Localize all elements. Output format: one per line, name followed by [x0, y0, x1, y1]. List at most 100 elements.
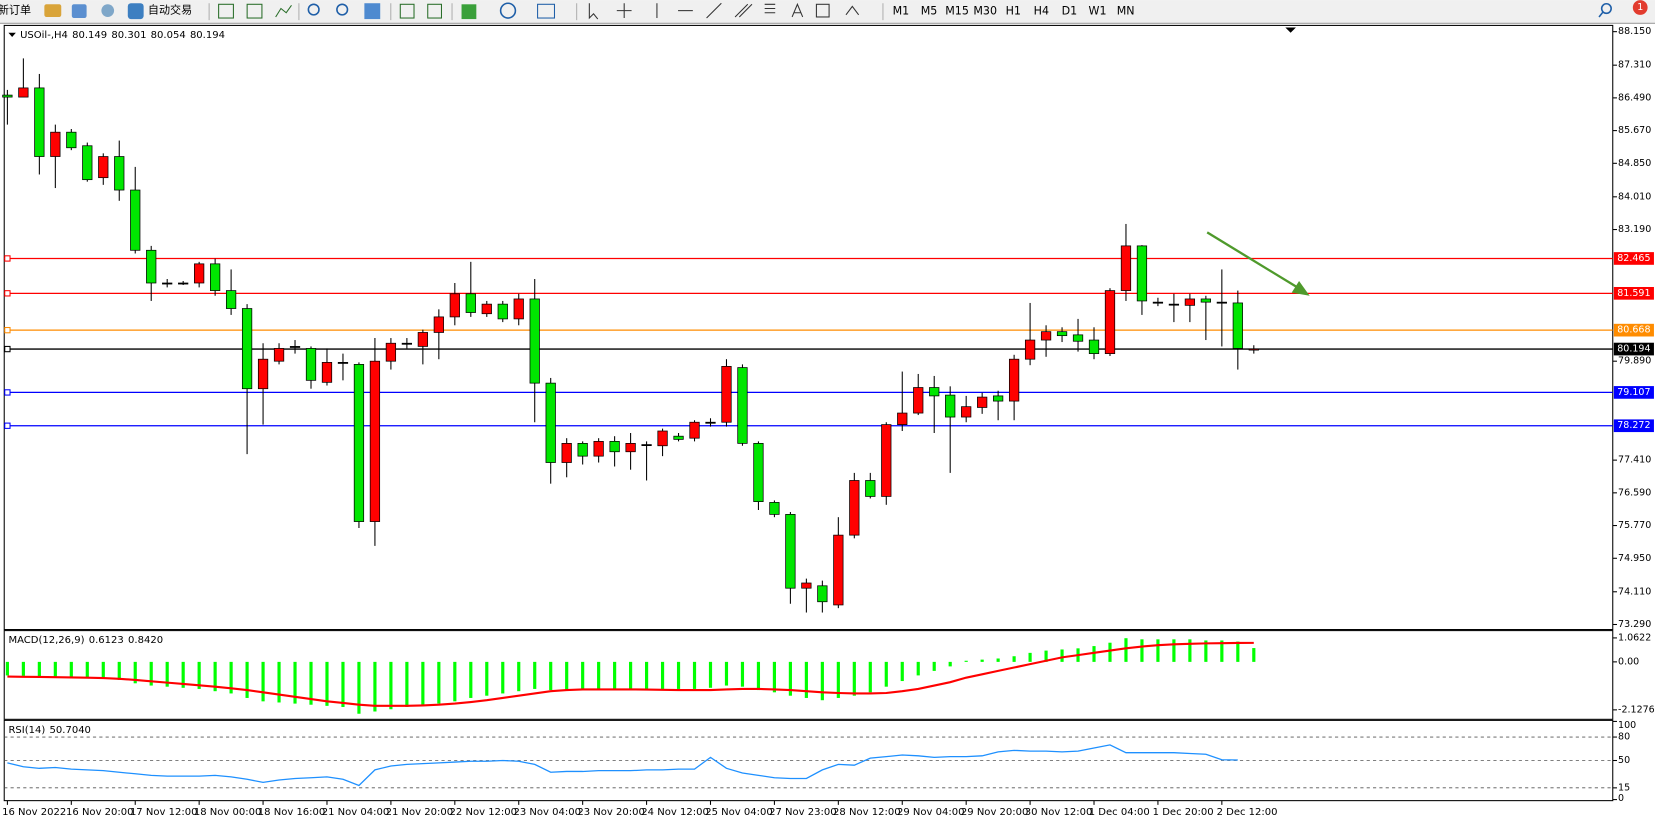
macd-bar [1028, 652, 1032, 662]
timeframe-button[interactable]: MN [1117, 5, 1135, 18]
macd-bar [916, 661, 920, 676]
timeframe-button[interactable]: D1 [1062, 5, 1078, 18]
template-icon[interactable] [537, 3, 556, 19]
plot [5, 638, 1256, 714]
candle-body [1184, 298, 1196, 306]
macd-bar [1236, 641, 1240, 662]
chart-panel: 88.150 87.310 86.490 85.670 84.850 84.010 83.1… [2, 24, 1654, 818]
timeframe-button[interactable]: W1 [1089, 5, 1107, 18]
y-tick-label: 73.290 [1618, 619, 1651, 630]
y-tick-label: 88.150 [1618, 26, 1651, 37]
y-tick-label: 84.010 [1618, 191, 1651, 202]
new-order-button[interactable]: 新订单 [0, 3, 31, 17]
level-label-bg [1613, 419, 1654, 433]
autotrade-icon[interactable] [127, 3, 144, 20]
candle-body [337, 362, 349, 364]
toolbar-bg [0, 0, 1655, 24]
label-icon[interactable] [815, 3, 830, 18]
macd-bar [1108, 642, 1112, 662]
icon[interactable] [71, 4, 87, 19]
cursor-icon[interactable] [588, 3, 599, 20]
icon[interactable] [246, 3, 263, 19]
macd-bar [1204, 640, 1208, 662]
x-tick-label: 1 Dec 04:00 [1089, 807, 1150, 818]
candle-body [50, 131, 61, 157]
macd-bar [676, 661, 681, 689]
candle-body [321, 362, 333, 383]
y-tick-label: 1.0622 [1618, 632, 1651, 643]
panel-header: RSI(14) 50.7040 [8, 725, 90, 736]
timeframe-button[interactable]: M15 [945, 5, 969, 18]
timeframe-button[interactable]: M30 [973, 5, 997, 18]
autotrade-button[interactable]: 自动交易 [148, 3, 192, 17]
level-label-bg [1613, 286, 1654, 300]
charts: 88.150 87.310 86.490 85.670 84.850 84.010 83.1… [2, 24, 1655, 818]
icon[interactable] [364, 3, 381, 20]
macd-bar [788, 661, 792, 696]
timeframe-button[interactable]: M5 [921, 5, 938, 18]
trendline-icon[interactable] [706, 2, 722, 19]
timeframe-button[interactable]: H4 [1034, 5, 1049, 18]
macd-bar [820, 661, 824, 701]
macd-bar [469, 661, 473, 698]
macd-bar [453, 661, 457, 702]
header-part: 80.054 [151, 30, 186, 41]
macd-bar [692, 661, 697, 689]
macd-bar [165, 661, 169, 687]
candle-body [497, 303, 508, 320]
macd-bar [804, 661, 808, 698]
macd-bar [85, 661, 89, 679]
macd-bar [5, 661, 9, 676]
candle-body [433, 316, 444, 333]
macd-bar [389, 661, 393, 710]
macd-bar [884, 661, 888, 687]
zoom-in-icon[interactable] [307, 3, 320, 16]
candle-body [545, 382, 556, 463]
macd-bar [644, 661, 649, 691]
macd-bar [708, 661, 713, 688]
candle-body [1168, 303, 1180, 306]
candle-body [593, 441, 604, 457]
zoom-out-icon[interactable] [336, 3, 349, 16]
candle-body [881, 424, 892, 497]
timeframe-button[interactable]: H1 [1006, 5, 1021, 18]
macd-bar [549, 661, 553, 691]
icon[interactable] [101, 4, 115, 17]
candle-body [98, 156, 109, 179]
macd-bar [197, 661, 201, 689]
text-icon[interactable] [791, 2, 804, 18]
candle-body [162, 282, 173, 285]
y-tick-label: 83.190 [1618, 224, 1651, 235]
x-tick-label: 16 Nov 20:00 [66, 807, 134, 818]
timeframe-button[interactable]: M1 [893, 5, 910, 18]
header-part: USOil-,H4 [20, 30, 68, 41]
indicator-icon[interactable] [461, 4, 477, 20]
fibo-icon[interactable] [764, 3, 776, 14]
channel-icon[interactable] [734, 3, 753, 18]
arrows-icon[interactable] [845, 5, 860, 16]
candle-body [641, 444, 652, 446]
search-icon[interactable] [1600, 2, 1612, 15]
candle-body [1152, 301, 1164, 304]
icon[interactable] [218, 3, 234, 19]
icon[interactable] [427, 3, 443, 19]
icon[interactable] [399, 3, 415, 19]
plot: 82.465 81.591 80.668 80.194 79.107 78.272 16 N… [2, 58, 1654, 818]
icon[interactable] [44, 4, 62, 17]
candle-body [721, 366, 732, 423]
header-part: 80.194 [190, 30, 225, 41]
candle-body [1040, 331, 1052, 341]
crosshair-icon[interactable] [616, 3, 632, 19]
candle-body [673, 435, 684, 440]
candle-body [785, 514, 796, 589]
notification-badge[interactable] [1632, 0, 1648, 15]
header-part: 0.8420 [128, 635, 163, 646]
x-tick-label: 18 Nov 16:00 [258, 807, 326, 818]
y-tick-label: 80 [1618, 732, 1630, 743]
period-icon[interactable] [499, 2, 517, 19]
icon[interactable] [275, 5, 292, 18]
y-tick-label: 74.110 [1618, 586, 1651, 597]
candle-body [146, 249, 157, 284]
y-tick-label: 86.490 [1618, 92, 1651, 103]
